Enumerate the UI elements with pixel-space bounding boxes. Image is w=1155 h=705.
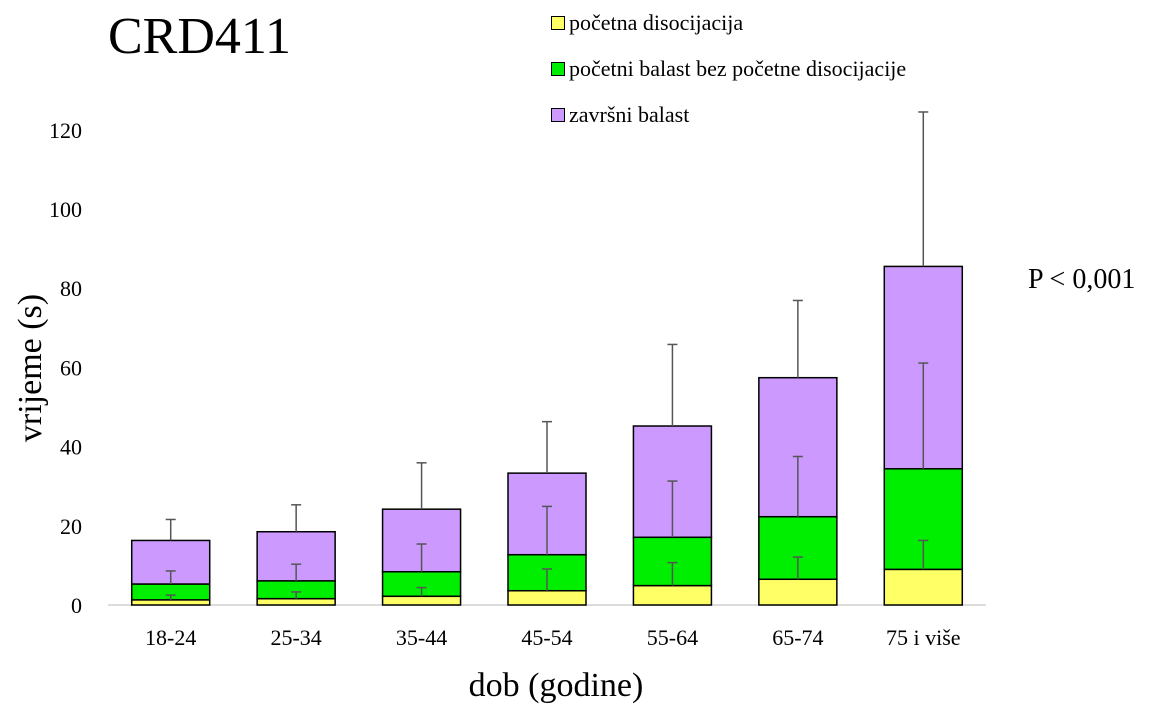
p-value-annotation: P < 0,001: [1028, 264, 1136, 295]
legend-item-final-ballast: završni balast: [551, 102, 906, 128]
legend-item-initial-ballast: početni balast bez početne disocijacije: [551, 56, 906, 82]
x-tick-label: 65-74: [772, 625, 823, 650]
y-tick-label: 60: [60, 355, 82, 380]
x-tick-label: 45-54: [521, 625, 572, 650]
y-tick-label: 40: [60, 435, 82, 460]
legend-swatch: [551, 108, 565, 122]
y-tick-label: 120: [49, 118, 82, 143]
y-axis-label: vrijeme (s): [12, 293, 49, 443]
bar-segment: [381, 595, 462, 606]
x-tick-label: 25-34: [270, 625, 321, 650]
bar-segment: [632, 584, 713, 606]
bar-segment: [883, 568, 964, 606]
bar-segment: [256, 597, 336, 606]
y-tick-label: 100: [49, 197, 82, 222]
bar-segment: [758, 578, 838, 606]
legend: početna disocijacija početni balast bez …: [551, 10, 906, 148]
chart-title: CRD411: [108, 8, 291, 65]
x-tick-label: 55-64: [647, 625, 698, 650]
y-tick-label: 80: [60, 276, 82, 301]
legend-swatch: [551, 16, 565, 30]
legend-label: početni balast bez početne disocijacije: [569, 56, 907, 81]
x-tick-label: 75 i više: [886, 625, 961, 650]
x-tick-label: 18-24: [145, 625, 196, 650]
legend-label: završni balast: [569, 102, 690, 127]
x-tick-label: 35-44: [396, 625, 447, 650]
bar-segment: [130, 599, 211, 606]
y-tick-label: 0: [71, 593, 82, 618]
x-axis-label: dob (godine): [468, 667, 644, 704]
bar-segment: [507, 589, 587, 606]
y-tick-label: 20: [60, 514, 82, 539]
legend-item-initial-dissociation: početna disocijacija: [551, 10, 906, 36]
legend-label: početna disocijacija: [569, 10, 744, 35]
legend-swatch: [551, 62, 565, 76]
